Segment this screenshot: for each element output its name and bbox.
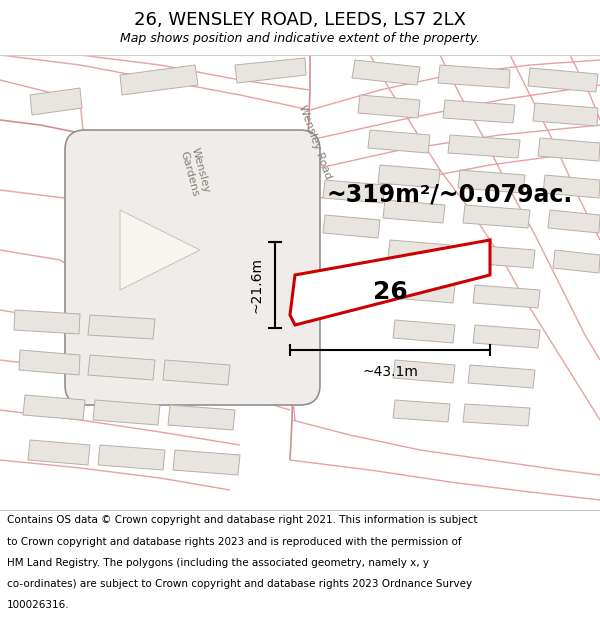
Polygon shape <box>468 245 535 268</box>
Polygon shape <box>473 325 540 348</box>
Polygon shape <box>323 180 385 203</box>
Polygon shape <box>120 210 200 290</box>
Polygon shape <box>352 60 420 85</box>
Polygon shape <box>28 440 90 465</box>
Polygon shape <box>120 65 198 95</box>
Polygon shape <box>93 400 160 425</box>
Polygon shape <box>393 320 455 343</box>
Polygon shape <box>528 68 598 92</box>
Text: Wensley Road: Wensley Road <box>297 104 333 181</box>
Text: to Crown copyright and database rights 2023 and is reproduced with the permissio: to Crown copyright and database rights 2… <box>7 536 462 546</box>
Text: 26: 26 <box>373 280 407 304</box>
Polygon shape <box>168 405 235 430</box>
Polygon shape <box>393 400 450 422</box>
Text: Wensley
Gardens: Wensley Gardens <box>179 147 211 198</box>
Polygon shape <box>14 310 80 334</box>
Text: ~319m²/~0.079ac.: ~319m²/~0.079ac. <box>327 183 573 207</box>
Polygon shape <box>463 404 530 426</box>
Polygon shape <box>393 360 455 383</box>
Polygon shape <box>548 210 600 233</box>
Polygon shape <box>383 200 445 223</box>
Polygon shape <box>358 95 420 118</box>
Polygon shape <box>88 355 155 380</box>
Polygon shape <box>553 250 600 273</box>
Polygon shape <box>368 130 430 153</box>
Text: 100026316.: 100026316. <box>7 600 70 610</box>
Polygon shape <box>473 285 540 308</box>
Polygon shape <box>463 205 530 228</box>
Text: co-ordinates) are subject to Crown copyright and database rights 2023 Ordnance S: co-ordinates) are subject to Crown copyr… <box>7 579 472 589</box>
Polygon shape <box>173 450 240 475</box>
Polygon shape <box>290 240 490 325</box>
Polygon shape <box>448 135 520 158</box>
Polygon shape <box>30 88 82 115</box>
Text: ~21.6m: ~21.6m <box>250 257 264 313</box>
Polygon shape <box>538 138 600 161</box>
Polygon shape <box>88 315 155 339</box>
Text: 26, WENSLEY ROAD, LEEDS, LS7 2LX: 26, WENSLEY ROAD, LEEDS, LS7 2LX <box>134 11 466 29</box>
Polygon shape <box>468 365 535 388</box>
Polygon shape <box>98 445 165 470</box>
Polygon shape <box>163 360 230 385</box>
Polygon shape <box>378 165 440 188</box>
Polygon shape <box>19 350 80 375</box>
Polygon shape <box>443 100 515 123</box>
Polygon shape <box>235 58 306 83</box>
Polygon shape <box>393 280 455 303</box>
Polygon shape <box>543 175 600 198</box>
FancyBboxPatch shape <box>65 130 320 405</box>
Text: ~43.1m: ~43.1m <box>362 365 418 379</box>
Text: Contains OS data © Crown copyright and database right 2021. This information is : Contains OS data © Crown copyright and d… <box>7 515 478 525</box>
Polygon shape <box>533 103 598 126</box>
Polygon shape <box>388 240 450 263</box>
Polygon shape <box>323 215 380 238</box>
Polygon shape <box>458 170 525 193</box>
Text: HM Land Registry. The polygons (including the associated geometry, namely x, y: HM Land Registry. The polygons (includin… <box>7 558 429 568</box>
Polygon shape <box>23 395 85 420</box>
Polygon shape <box>438 65 510 88</box>
Text: Map shows position and indicative extent of the property.: Map shows position and indicative extent… <box>120 32 480 45</box>
